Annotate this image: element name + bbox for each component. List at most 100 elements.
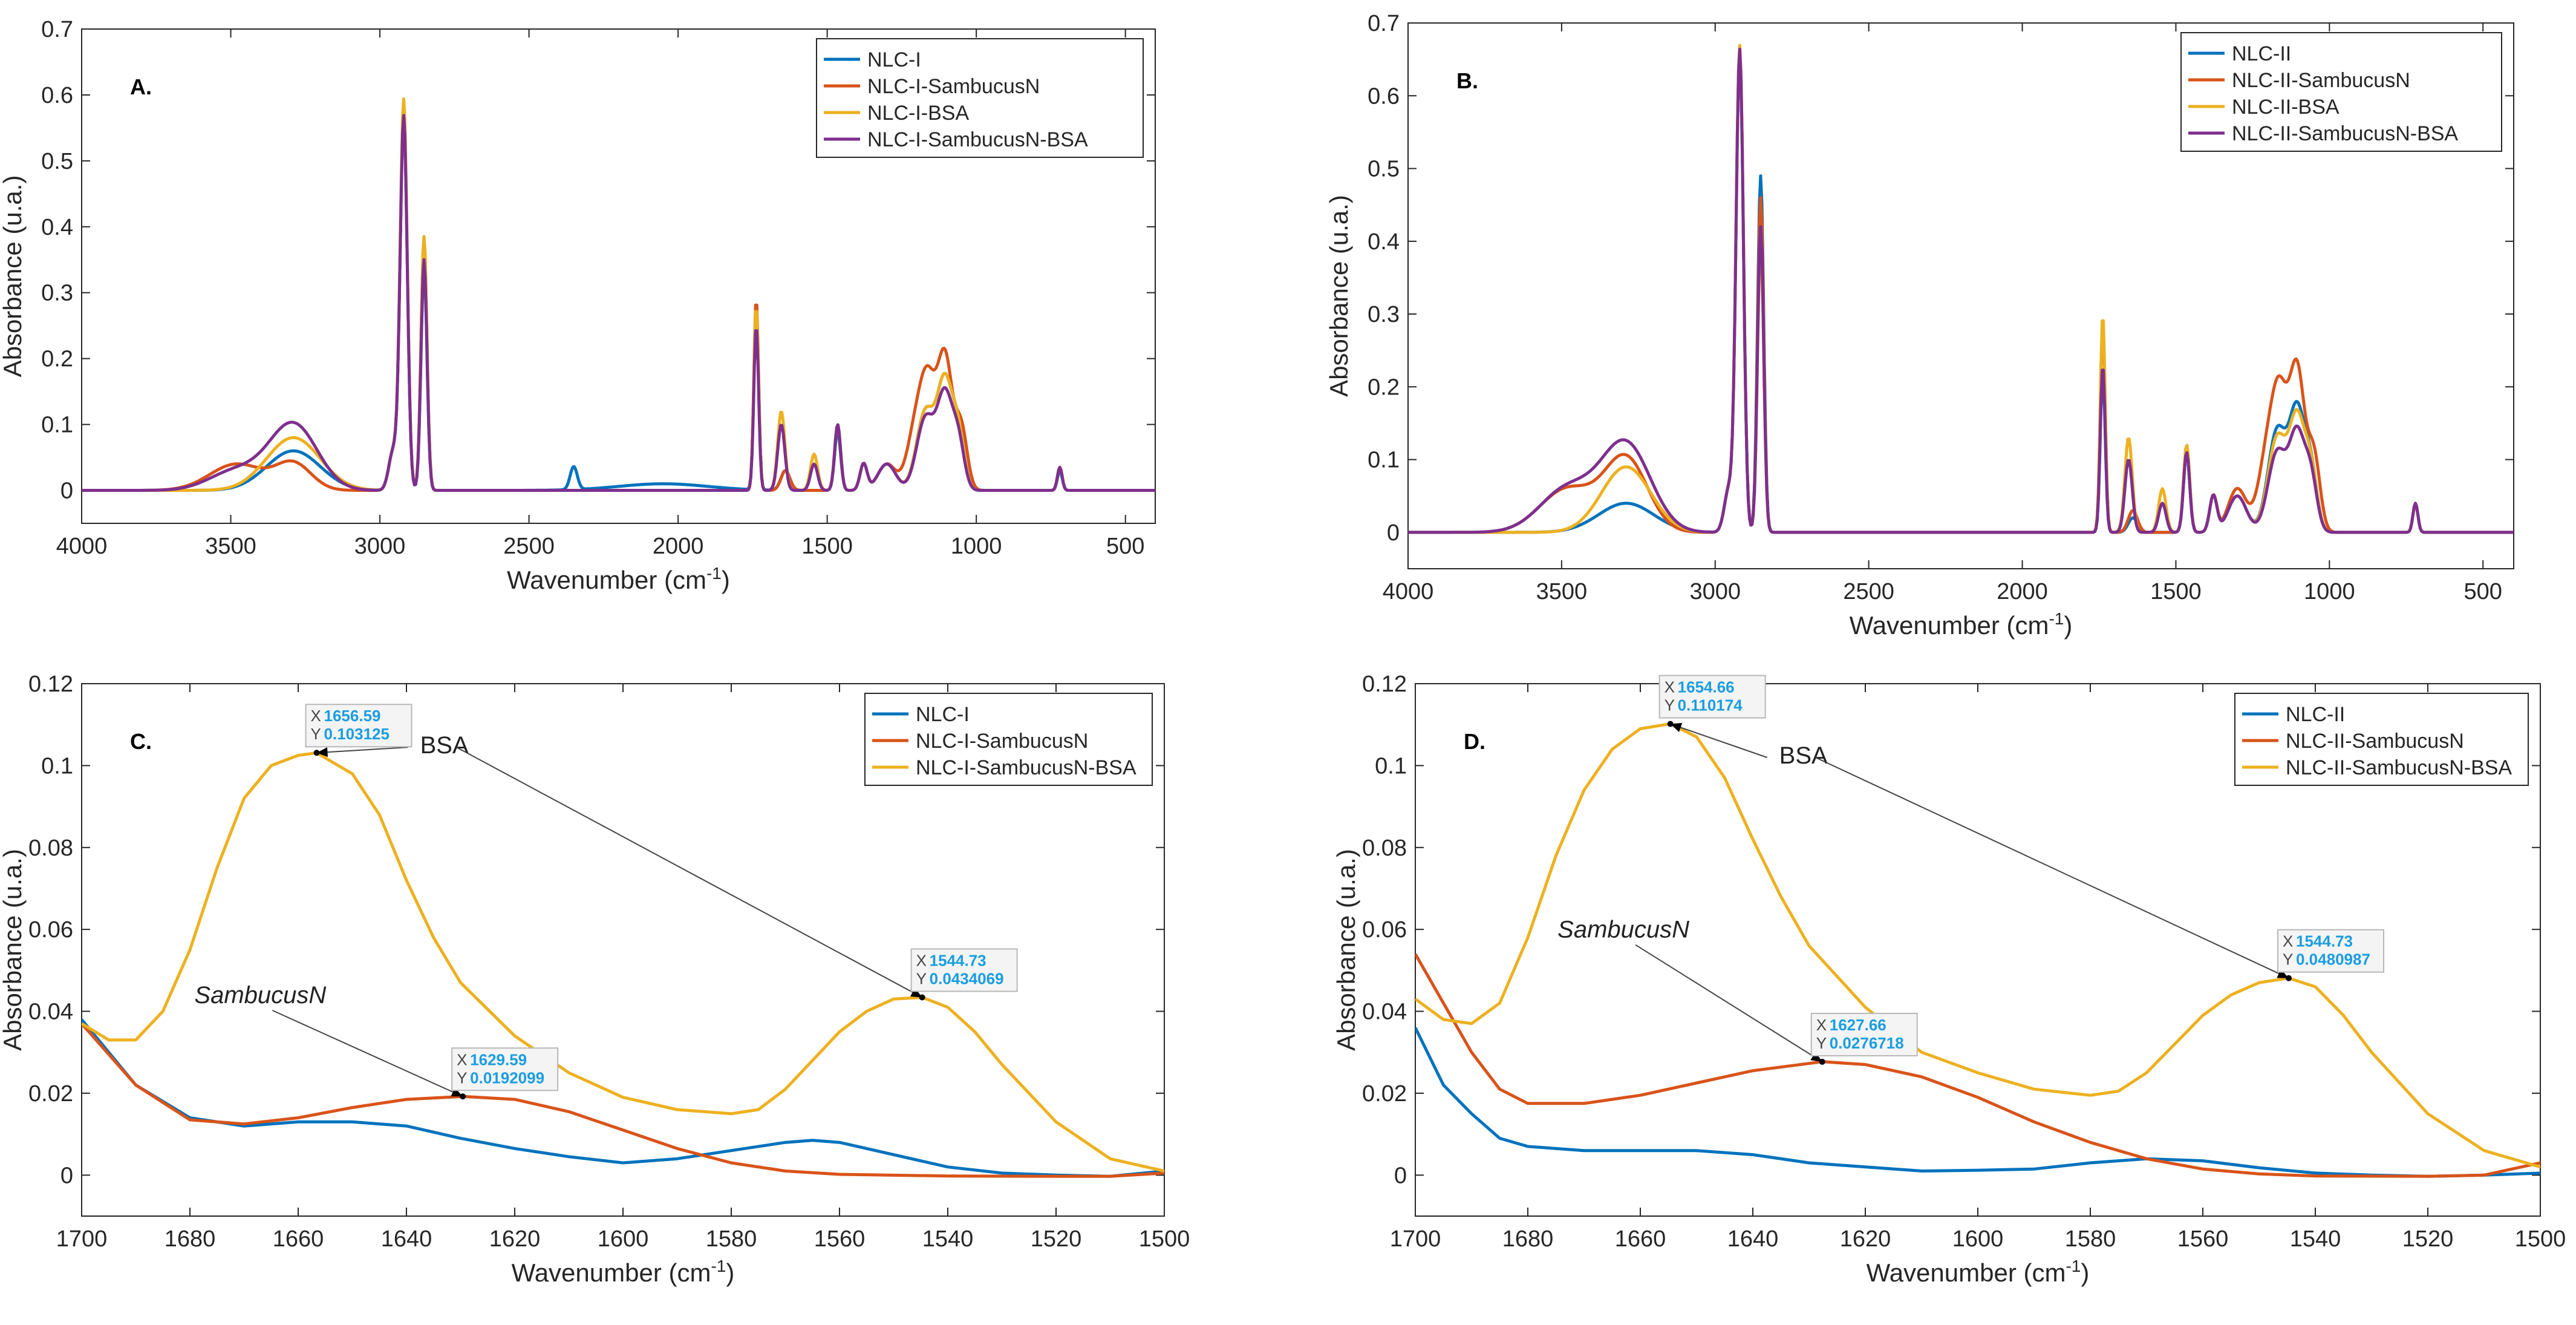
panel-c: 1700 1680 1660 1640 1620 1600 1580 1560 1540 1520…: [0, 672, 1190, 1287]
y-tick-label: 0.6: [1368, 83, 1400, 109]
y-tick-label: 0.02: [28, 1081, 73, 1107]
annotation-arrow: [1670, 723, 1768, 758]
datatip-x-key: X: [916, 951, 927, 969]
annotation-label: SambucusN: [1557, 917, 1689, 943]
datatip-y-value: 0.0276718: [1830, 1034, 1904, 1052]
y-axis-label: Absorbance (u.a.): [1325, 195, 1353, 397]
y-tick-label: 0.4: [41, 215, 73, 240]
x-tick-label: 1640: [1727, 1226, 1779, 1252]
datatip-y-key: Y: [311, 725, 321, 743]
legend-entry: NLC-II: [2232, 42, 2291, 65]
x-axis-label: Wavenumber (cm-1): [1867, 1257, 2090, 1287]
x-tick-label: 3000: [354, 534, 406, 559]
annotation-arrow: [316, 747, 408, 754]
datatip-y-key: Y: [2283, 950, 2293, 969]
y-tick-label: 0.1: [1375, 753, 1407, 779]
y-tick-label: 0.3: [41, 281, 73, 306]
y-tick-label: 0.08: [1362, 836, 1407, 861]
annotation-arrowhead: [316, 747, 328, 757]
series-group: [82, 751, 1164, 1178]
datatip-y-value: 0.103125: [324, 725, 390, 743]
x-tick-label: 3000: [1690, 579, 1741, 604]
x-tick-label: 2000: [1997, 579, 2048, 604]
datatip-box: [305, 704, 412, 748]
x-axis-label-close: ): [722, 566, 730, 594]
x-tick-label: 1560: [2177, 1226, 2229, 1252]
annotation-arrowhead: [1810, 1052, 1822, 1062]
datatip-x-key: X: [2283, 932, 2293, 950]
datatip-x-key: X: [1665, 678, 1675, 696]
x-tick-label: 1540: [2290, 1226, 2341, 1252]
legend-entry: NLC-I-SambucusN-BSA: [916, 756, 1136, 779]
x-tick-label: 1660: [1615, 1226, 1666, 1252]
legend-entry: NLC-I-SambucusN: [867, 75, 1040, 98]
datatip-box: [910, 948, 1018, 992]
x-tick-label: 1500: [801, 534, 853, 559]
panel-label: D.: [1464, 729, 1485, 754]
x-axis-label-main: Wavenumber (cm: [1850, 611, 2049, 640]
annotation-arrow: [1815, 757, 2289, 979]
y-axis-label: Absorbance (u.a.): [0, 849, 27, 1051]
legend-entry: NLC-I-SambucusN-BSA: [867, 128, 1088, 151]
legend-entry: NLC-II-SambucusN: [2286, 730, 2464, 753]
datatip-x-value: 1629.59: [470, 1050, 527, 1068]
series-group: [1408, 44, 2514, 534]
y-tick-label: 0.4: [1368, 229, 1400, 255]
y-tick-label: 0: [1394, 1163, 1407, 1188]
y-tick-label: 0.04: [1362, 999, 1407, 1025]
legend-entry: NLC-I: [867, 48, 921, 71]
y-tick-label: 0.12: [1362, 672, 1407, 697]
datatip-marker: [1667, 721, 1674, 727]
x-axis-label-sup: -1: [706, 564, 722, 583]
legend-entry: NLC-II-BSA: [2232, 96, 2340, 119]
datatip-y-value: 0.0192099: [470, 1068, 544, 1087]
x-tick-label: 1680: [1502, 1226, 1554, 1252]
legend-entry: NLC-II-SambucusN-BSA: [2286, 756, 2512, 779]
x-axis-label-close: ): [2081, 1258, 2089, 1287]
datatip-x-key: X: [457, 1050, 467, 1068]
y-tick-label: 0: [1387, 520, 1400, 546]
annotation-arrowhead: [910, 987, 922, 998]
datatip-box: [1658, 675, 1766, 719]
x-tick-label: 1540: [922, 1226, 974, 1252]
x-tick-label: 1580: [2065, 1226, 2116, 1252]
panel-b: 4000 3500 3000 2500 2000 1500 1000 500 0 0.1 0.2 0.…: [1325, 11, 2514, 640]
datatip-y-value: 0.0480987: [2296, 950, 2370, 969]
datatip-marker: [2286, 975, 2292, 981]
datatip-x-value: 1544.73: [930, 951, 986, 969]
panel-d: 1700 1680 1660 1640 1620 1600 1580 1560 1540 1520…: [1332, 672, 2566, 1287]
y-tick-label: 0: [60, 1163, 73, 1188]
y-tick-label: 0.04: [28, 999, 73, 1025]
datatip-x-key: X: [1816, 1016, 1827, 1034]
x-axis-label-sup: -1: [711, 1257, 726, 1275]
datatip-box: [451, 1047, 559, 1091]
x-axis-label-close: ): [2064, 611, 2072, 640]
annotation-label: SambucusN: [194, 982, 326, 1009]
y-tick-label: 0.12: [28, 672, 73, 697]
x-tick-label: 1560: [814, 1226, 866, 1252]
x-tick-label: 500: [1106, 534, 1144, 559]
x-tick-label: 1620: [489, 1226, 541, 1252]
panel-label: B.: [1456, 68, 1478, 93]
axes-box: [1407, 22, 2514, 569]
x-tick-label: 1500: [2515, 1226, 2566, 1252]
y-tick-label: 0.7: [41, 17, 73, 42]
x-tick-label: 1700: [1390, 1226, 1441, 1252]
datatip-marker: [919, 994, 925, 1001]
axes-box: [81, 28, 1156, 524]
legend-box: [864, 693, 1153, 786]
annotation-arrow: [272, 1010, 463, 1098]
x-axis-label: Wavenumber (cm-1): [1850, 609, 2073, 640]
legend-entry: NLC-I-SambucusN: [916, 730, 1088, 753]
x-tick-label: 3500: [1536, 579, 1588, 604]
legend-entry: NLC-I: [916, 703, 970, 726]
datatip-x-value: 1654.66: [1678, 678, 1735, 696]
x-axis-label-close: ): [726, 1258, 734, 1287]
y-tick-label: 0.02: [1362, 1081, 1407, 1107]
datatip-y-key: Y: [457, 1068, 467, 1087]
x-axis-label-sup: -1: [2066, 1257, 2081, 1275]
datatip-box: [2277, 929, 2385, 973]
datatip-x-key: X: [311, 707, 321, 725]
y-tick-label: 0.1: [41, 413, 73, 438]
